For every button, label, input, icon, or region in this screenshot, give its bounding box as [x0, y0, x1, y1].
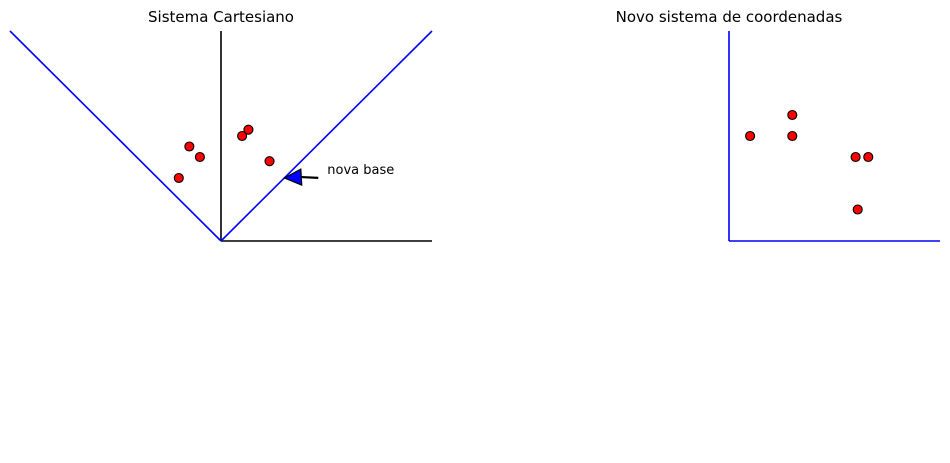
right-point-5: [863, 151, 874, 163]
right-point-6: [852, 204, 863, 215]
right-chart: Novo sistema de coordenadas: [616, 8, 940, 242]
left-point-2: [184, 141, 195, 152]
basis-line-diagonal-right: [220, 30, 433, 242]
basis-line-diagonal-left: [9, 30, 222, 242]
annotation-label: nova base: [327, 163, 394, 178]
left-point-3: [194, 151, 205, 163]
right-point-4: [850, 151, 861, 163]
left-chart: Sistema Cartesiano nova base: [9, 8, 433, 242]
right-point-2: [787, 109, 798, 121]
left-point-5: [243, 124, 254, 135]
left-point-4: [237, 130, 248, 142]
right-chart-axes: [728, 31, 940, 242]
left-chart-title: Sistema Cartesiano: [148, 8, 294, 26]
left-chart-points: [173, 124, 275, 184]
left-chart-basis-lines: [9, 30, 433, 242]
annotation-arrow-shaft: [301, 175, 319, 179]
nova-base-annotation: nova base: [282, 163, 394, 186]
right-point-1: [745, 130, 756, 142]
left-point-6: [264, 156, 275, 167]
annotation-arrow-head: [282, 168, 303, 186]
left-point-1: [173, 172, 184, 184]
right-chart-points: [745, 109, 874, 215]
right-point-3: [787, 130, 798, 142]
right-chart-title: Novo sistema de coordenadas: [616, 8, 843, 26]
left-chart-axes: [220, 31, 432, 242]
